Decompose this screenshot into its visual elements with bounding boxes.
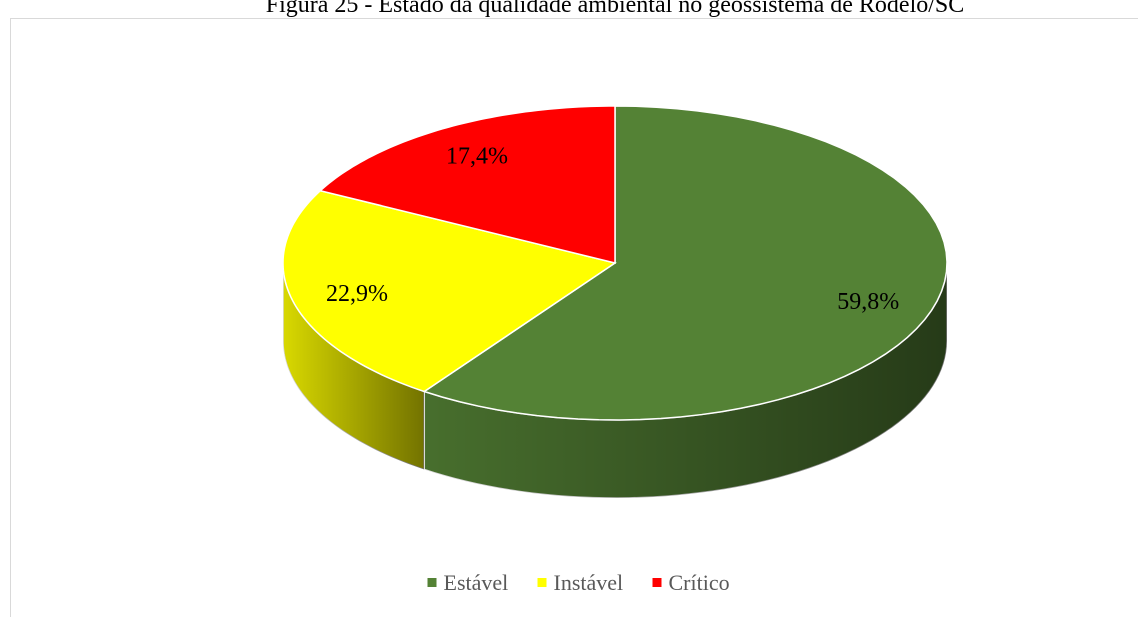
pie: 59,8% 22,9% 17,4% (282, 105, 948, 499)
data-label: 59,8% (837, 289, 899, 315)
legend: Estável Instável Crítico (427, 570, 730, 595)
legend-swatch (427, 578, 437, 587)
legend-label: Instável (554, 570, 624, 595)
data-label: 17,4% (446, 144, 508, 170)
pie-slice (318, 105, 616, 264)
data-label: 22,9% (326, 281, 388, 307)
pie-side-shade (424, 263, 947, 498)
pie-side-shade (283, 263, 425, 470)
chart-title: Figura 25 - Estado da qualidade ambienta… (266, 0, 965, 18)
legend-label: Crítico (669, 570, 730, 595)
legend-swatch (652, 578, 662, 587)
pie-slice (282, 189, 617, 393)
legend-label: Estável (444, 570, 509, 595)
legend-swatch (537, 578, 547, 587)
pie-slice (422, 105, 948, 421)
